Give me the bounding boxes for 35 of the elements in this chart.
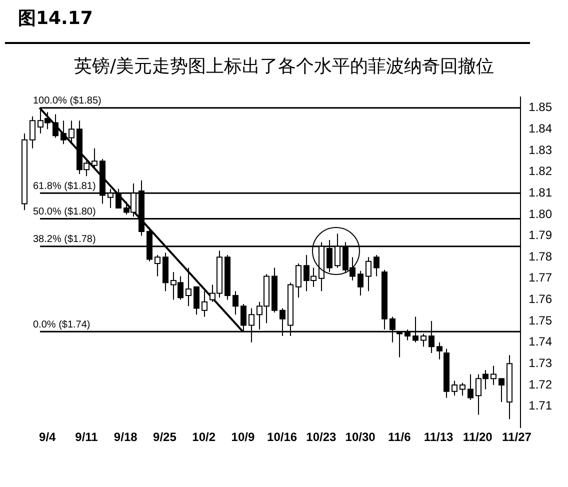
ref-line-label: 38.2% ($1.78) <box>33 234 96 246</box>
ref-line-label: 100.0% ($1.85) <box>33 96 102 107</box>
x-tick-label: 11/6 <box>388 430 412 444</box>
y-tick-label: 1.75 <box>528 313 552 328</box>
ref-line-label: 0.0% ($1.74) <box>33 319 90 330</box>
x-tick-label: 11/27 <box>502 430 532 444</box>
x-tick-label: 10/9 <box>231 430 255 444</box>
y-tick-label: 1.81 <box>528 185 552 200</box>
x-tick-label: 10/16 <box>267 430 298 444</box>
x-tick-label: 9/18 <box>114 430 138 444</box>
ref-line-label: 61.8% ($1.81) <box>33 180 96 192</box>
x-tick-label: 10/2 <box>192 430 216 444</box>
y-tick-label: 1.76 <box>528 292 552 306</box>
y-tick-label: 1.85 <box>528 100 552 114</box>
y-tick-label: 1.74 <box>528 334 552 349</box>
y-tick-label: 1.72 <box>528 377 552 392</box>
y-tick-label: 1.79 <box>528 228 552 242</box>
y-tick-label: 1.77 <box>528 270 552 285</box>
chart-subtitle: 英镑/美元走势图上标出了各个水平的菲波纳奇回撤位 <box>72 55 496 78</box>
ref-line-label: 50.0% ($1.80) <box>33 206 96 218</box>
x-tick-label: 11/20 <box>462 430 493 444</box>
x-tick-label: 10/23 <box>306 430 337 444</box>
y-tick-label: 1.80 <box>528 206 552 221</box>
y-tick-label: 1.84 <box>528 121 552 136</box>
chart-title: 图14.17 <box>18 7 93 30</box>
y-tick-label: 1.83 <box>528 142 552 157</box>
y-tick-label: 1.71 <box>528 398 552 413</box>
x-tick-label: 10/30 <box>345 430 376 444</box>
y-tick-label: 1.73 <box>528 356 552 370</box>
y-tick-label: 1.78 <box>528 249 552 264</box>
x-tick-label: 9/25 <box>153 430 177 444</box>
y-tick-label: 1.82 <box>528 164 552 178</box>
x-tick-label: 9/4 <box>39 430 56 444</box>
x-tick-label: 11/13 <box>424 430 454 444</box>
x-tick-label: 9/11 <box>75 430 98 444</box>
